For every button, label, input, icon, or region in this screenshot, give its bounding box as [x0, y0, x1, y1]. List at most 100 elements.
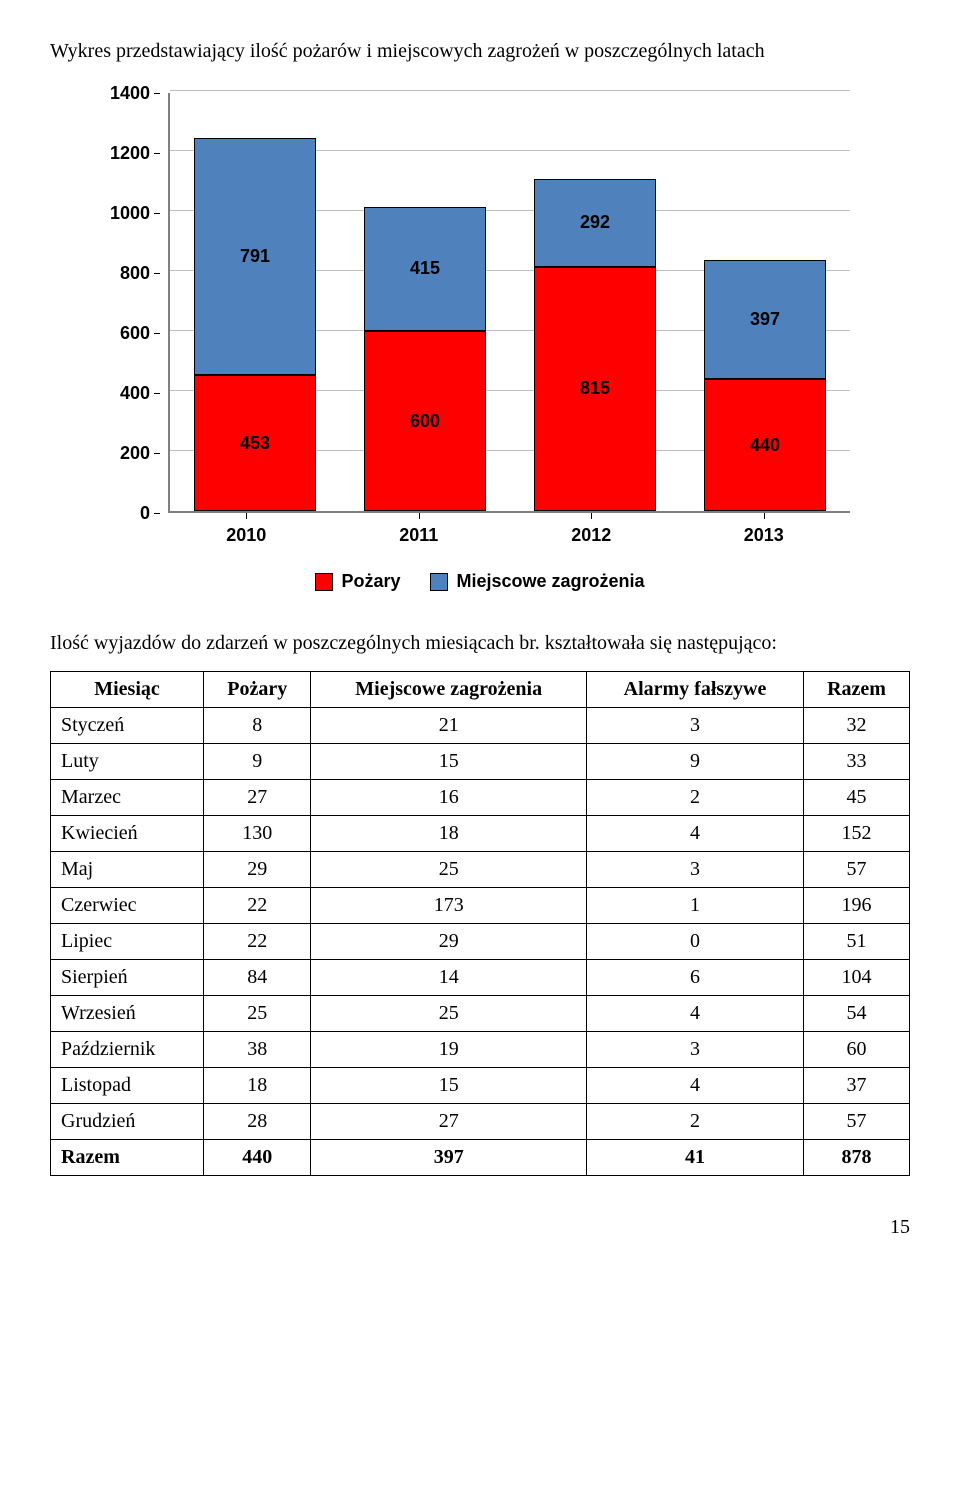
table-cell: 4 — [586, 816, 803, 852]
chart-plot-area: 453791600415815292440397 — [168, 93, 850, 513]
table-header-cell: Alarmy fałszywe — [586, 672, 803, 708]
table-cell: 3 — [586, 708, 803, 744]
table-cell: 33 — [804, 744, 910, 780]
table-header-cell: Miejscowe zagrożenia — [311, 672, 587, 708]
table-cell: 15 — [311, 744, 587, 780]
table-total-row: Razem44039741878 — [51, 1140, 910, 1176]
table-cell: 22 — [204, 888, 311, 924]
table-row-label: Listopad — [51, 1068, 204, 1104]
bar-segment: 292 — [534, 179, 656, 267]
table-row: Listopad1815437 — [51, 1068, 910, 1104]
table-row: Lipiec2229051 — [51, 924, 910, 960]
table-cell: 2 — [586, 1104, 803, 1140]
bar-segment: 600 — [364, 331, 486, 511]
bar-segment: 440 — [704, 379, 826, 511]
legend-label: Miejscowe zagrożenia — [456, 571, 644, 592]
table-header-cell: Miesiąc — [51, 672, 204, 708]
x-tick-label: 2013 — [702, 525, 826, 546]
table-row: Marzec2716245 — [51, 780, 910, 816]
table-cell: 57 — [804, 852, 910, 888]
table-row-label: Grudzień — [51, 1104, 204, 1140]
table-cell: 4 — [586, 1068, 803, 1104]
table-header-cell: Pożary — [204, 672, 311, 708]
table-total-cell: 878 — [804, 1140, 910, 1176]
page-number: 15 — [50, 1216, 910, 1239]
bar-column: 815292 — [534, 179, 656, 511]
bar-segment: 815 — [534, 267, 656, 512]
table-cell: 51 — [804, 924, 910, 960]
bar-segment: 415 — [364, 207, 486, 332]
legend-swatch — [430, 573, 448, 591]
table-row-label: Luty — [51, 744, 204, 780]
table-row: Kwiecień130184152 — [51, 816, 910, 852]
table-cell: 22 — [204, 924, 311, 960]
legend-swatch — [315, 573, 333, 591]
table-cell: 60 — [804, 1032, 910, 1068]
x-tick-label: 2011 — [357, 525, 481, 546]
table-cell: 14 — [311, 960, 587, 996]
table-cell: 9 — [204, 744, 311, 780]
table-cell: 196 — [804, 888, 910, 924]
table-row-label: Październik — [51, 1032, 204, 1068]
legend-item: Pożary — [315, 571, 400, 592]
table-cell: 15 — [311, 1068, 587, 1104]
bar-column: 440397 — [704, 260, 826, 511]
legend-label: Pożary — [341, 571, 400, 592]
table-cell: 1 — [586, 888, 803, 924]
table-header-cell: Razem — [804, 672, 910, 708]
table-row-label: Lipiec — [51, 924, 204, 960]
table-cell: 29 — [204, 852, 311, 888]
table-row-label: Styczeń — [51, 708, 204, 744]
table-cell: 8 — [204, 708, 311, 744]
legend-item: Miejscowe zagrożenia — [430, 571, 644, 592]
table-cell: 16 — [311, 780, 587, 816]
table-cell: 6 — [586, 960, 803, 996]
table-row: Grudzień2827257 — [51, 1104, 910, 1140]
table-cell: 18 — [311, 816, 587, 852]
stacked-bar-chart: 0200400600800100012001400 45379160041581… — [110, 93, 850, 592]
table-cell: 152 — [804, 816, 910, 852]
table-cell: 9 — [586, 744, 803, 780]
bar-column: 600415 — [364, 207, 486, 512]
table-cell: 0 — [586, 924, 803, 960]
table-cell: 57 — [804, 1104, 910, 1140]
table-cell: 32 — [804, 708, 910, 744]
table-cell: 19 — [311, 1032, 587, 1068]
monthly-data-table: MiesiącPożaryMiejscowe zagrożeniaAlarmy … — [50, 671, 910, 1176]
table-cell: 173 — [311, 888, 587, 924]
table-row-label: Sierpień — [51, 960, 204, 996]
table-cell: 38 — [204, 1032, 311, 1068]
table-row: Październik3819360 — [51, 1032, 910, 1068]
table-cell: 27 — [204, 780, 311, 816]
bar-segment: 397 — [704, 260, 826, 379]
table-cell: 29 — [311, 924, 587, 960]
table-cell: 25 — [204, 996, 311, 1032]
x-tick-label: 2012 — [529, 525, 653, 546]
table-cell: 2 — [586, 780, 803, 816]
table-row: Czerwiec221731196 — [51, 888, 910, 924]
table-total-label: Razem — [51, 1140, 204, 1176]
table-cell: 54 — [804, 996, 910, 1032]
table-row: Sierpień84146104 — [51, 960, 910, 996]
x-axis: 2010 2011 2012 2013 — [160, 513, 850, 546]
table-cell: 3 — [586, 1032, 803, 1068]
table-total-cell: 41 — [586, 1140, 803, 1176]
page-title: Wykres przedstawiający ilość pożarów i m… — [50, 40, 910, 63]
table-row-label: Marzec — [51, 780, 204, 816]
table-cell: 27 — [311, 1104, 587, 1140]
table-row: Luty915933 — [51, 744, 910, 780]
x-tick-label: 2010 — [184, 525, 308, 546]
table-row: Styczeń821332 — [51, 708, 910, 744]
table-row-label: Maj — [51, 852, 204, 888]
table-cell: 84 — [204, 960, 311, 996]
bar-segment: 791 — [194, 138, 316, 375]
table-total-cell: 440 — [204, 1140, 311, 1176]
chart-legend: Pożary Miejscowe zagrożenia — [110, 571, 850, 592]
table-cell: 104 — [804, 960, 910, 996]
table-intro-text: Ilość wyjazdów do zdarzeń w poszczególny… — [50, 632, 910, 655]
table-cell: 18 — [204, 1068, 311, 1104]
table-row: Maj2925357 — [51, 852, 910, 888]
table-cell: 28 — [204, 1104, 311, 1140]
table-cell: 45 — [804, 780, 910, 816]
table-row: Wrzesień2525454 — [51, 996, 910, 1032]
